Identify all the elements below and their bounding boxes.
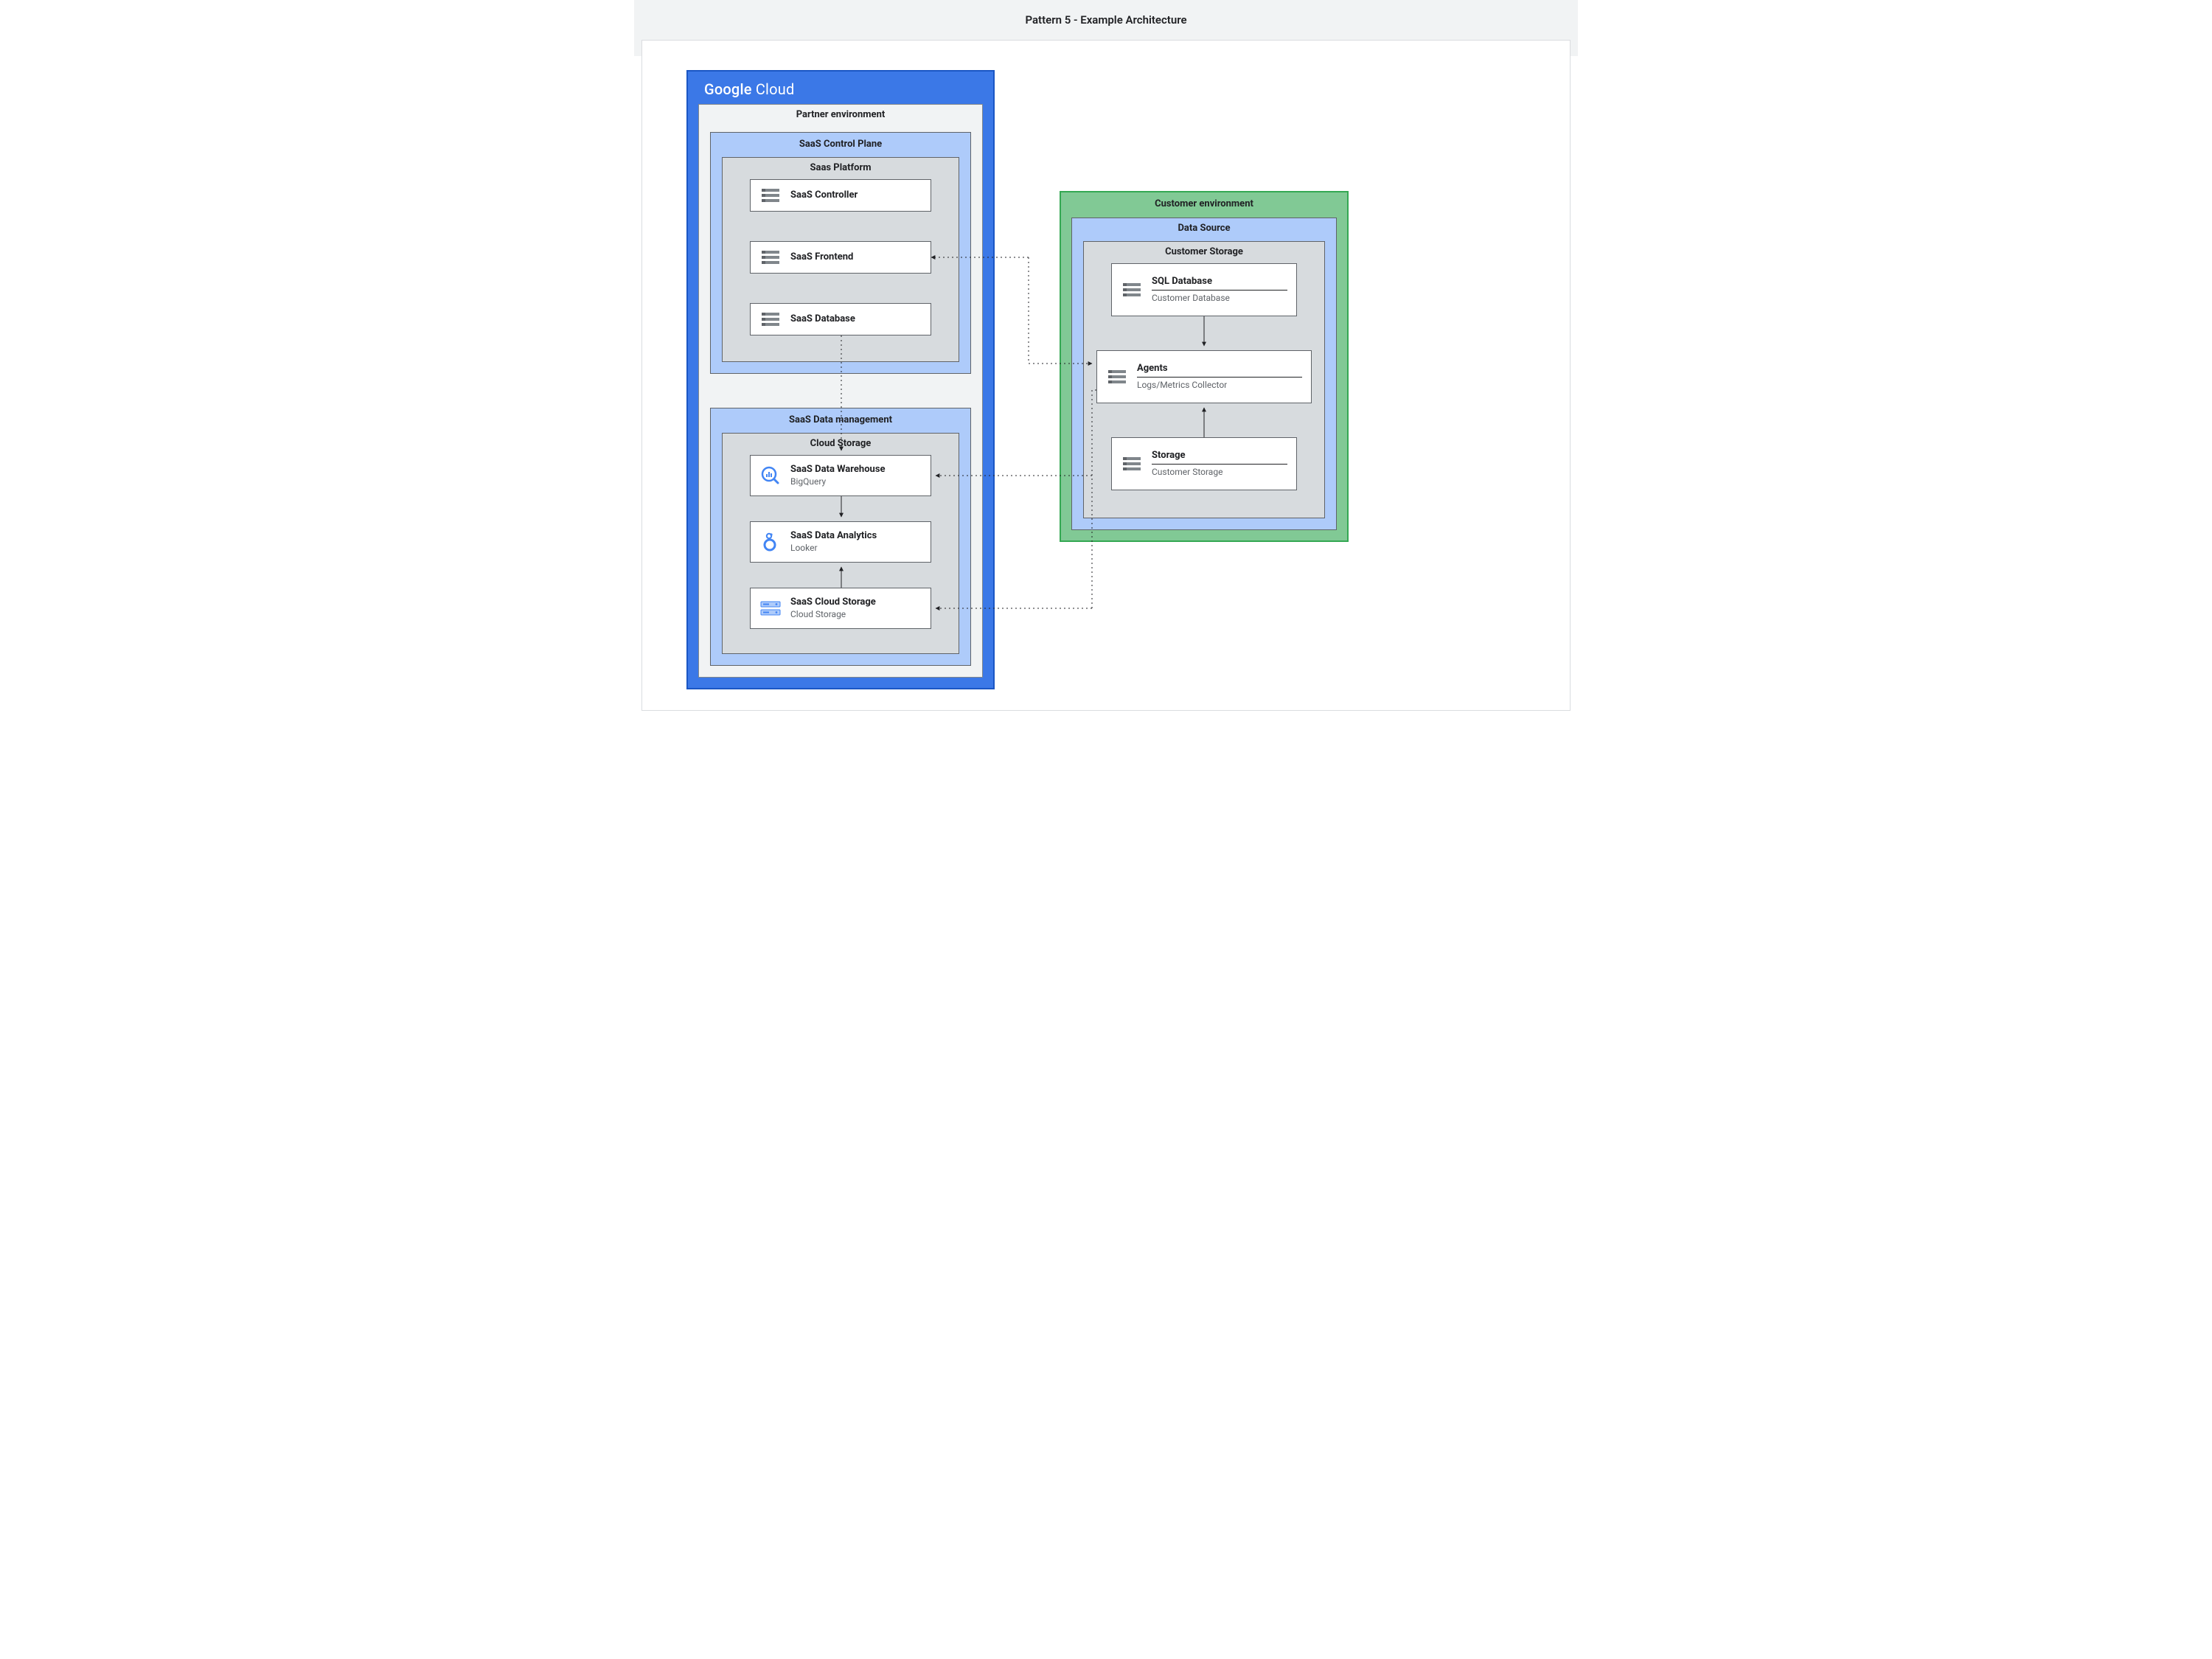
saas-data-analytics-title: SaaS Data Analytics [790, 530, 922, 542]
google-cloud-logo: Google Cloud [704, 80, 794, 98]
saas-platform-title: Saas Platform [723, 162, 959, 173]
saas-cloud-storage-card: SaaS Cloud Storage Cloud Storage [750, 588, 931, 629]
server-icon [759, 308, 782, 330]
data-source-title: Data Source [1072, 223, 1336, 234]
server-icon [1106, 366, 1128, 388]
saas-data-warehouse-title: SaaS Data Warehouse [790, 464, 922, 476]
saas-data-analytics-sub: Looker [790, 543, 922, 554]
saas-data-warehouse-sub: BigQuery [790, 476, 922, 487]
agents-sub: Logs/Metrics Collector [1137, 380, 1302, 391]
bigquery-icon [759, 465, 782, 487]
server-icon [1121, 279, 1143, 301]
page-title: Pattern 5 - Example Architecture [1025, 13, 1186, 27]
saas-cloud-storage-title: SaaS Cloud Storage [790, 597, 922, 608]
customer-storage-card: Storage Customer Storage [1111, 437, 1297, 490]
saas-data-analytics-card: SaaS Data Analytics Looker [750, 521, 931, 563]
customer-storage-title: Storage [1152, 450, 1287, 462]
server-icon [1121, 453, 1143, 475]
cloud-storage-group-title: Cloud Storage [723, 438, 959, 449]
saas-database-card: SaaS Database [750, 303, 931, 335]
sql-database-card: SQL Database Customer Database [1111, 263, 1297, 316]
saas-database-title: SaaS Database [790, 313, 922, 325]
partner-environment-title: Partner environment [699, 109, 982, 120]
saas-data-management-title: SaaS Data management [711, 414, 970, 425]
saas-frontend-card: SaaS Frontend [750, 241, 931, 274]
customer-storage-sub: Customer Storage [1152, 467, 1287, 478]
sql-database-sub: Customer Database [1152, 293, 1287, 304]
cloud-storage-icon [759, 597, 782, 619]
agents-card: Agents Logs/Metrics Collector [1096, 350, 1312, 403]
customer-storage-group-title: Customer Storage [1084, 246, 1324, 257]
sql-database-title: SQL Database [1152, 276, 1287, 288]
agents-title: Agents [1137, 363, 1302, 375]
saas-data-warehouse-card: SaaS Data Warehouse BigQuery [750, 455, 931, 496]
saas-cloud-storage-sub: Cloud Storage [790, 609, 922, 620]
server-icon [759, 246, 782, 268]
diagram-canvas: Google Cloud Partner environment SaaS Co… [641, 40, 1571, 711]
saas-control-plane-title: SaaS Control Plane [711, 139, 970, 150]
looker-icon [759, 531, 782, 553]
saas-controller-card: SaaS Controller [750, 179, 931, 212]
customer-environment-title: Customer environment [1061, 198, 1347, 209]
server-icon [759, 184, 782, 206]
saas-controller-title: SaaS Controller [790, 189, 922, 201]
saas-frontend-title: SaaS Frontend [790, 251, 922, 263]
